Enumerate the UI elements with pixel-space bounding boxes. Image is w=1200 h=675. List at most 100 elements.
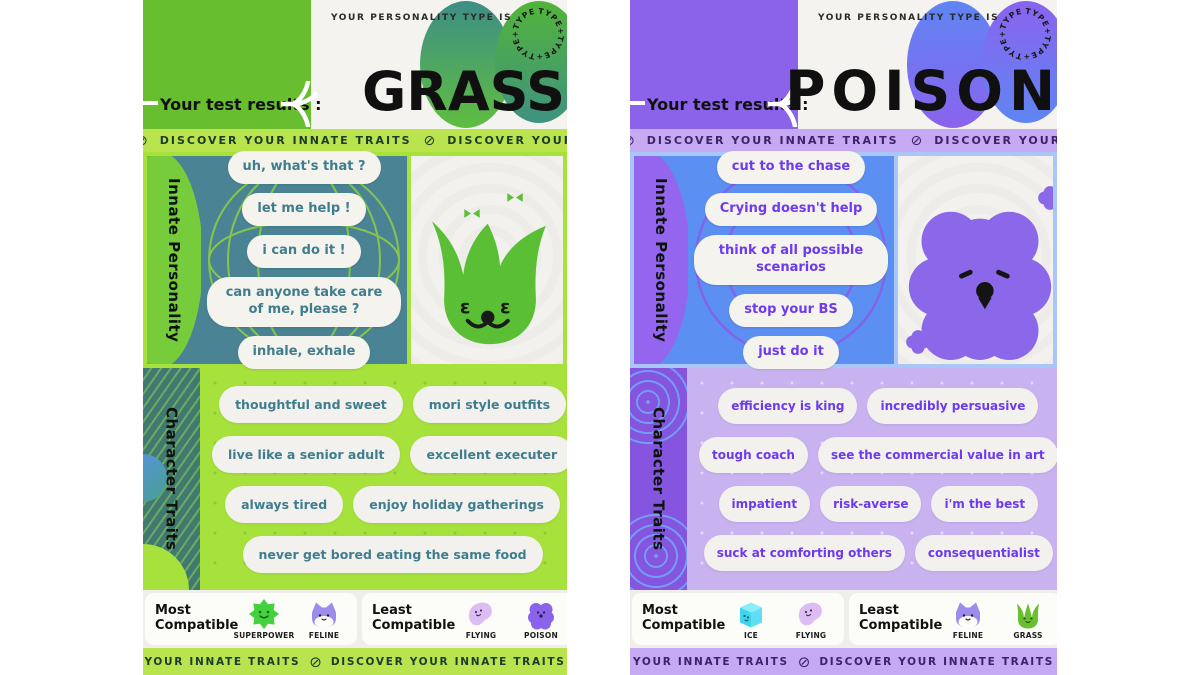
banner-text: YOUR INNATE TRAITS (632, 655, 789, 668)
rings-decoration (630, 508, 687, 590)
type-name: GRASS (361, 60, 565, 123)
trait-pill: enjoy holiday gatherings (353, 485, 560, 523)
svg-text:TYPE+TYPE+TYPE+TYPE+TYPE+: TYPE+TYPE+TYPE+TYPE+TYPE+ (509, 5, 566, 61)
type-caption: YOUR PERSONALITY TYPE IS (331, 13, 513, 23)
innate-pill: i can do it ! (247, 235, 361, 268)
trait-pill: efficiency is king (718, 387, 858, 424)
innate-pill: uh, what's that ? (227, 151, 381, 185)
trait-pill: i'm the best (931, 485, 1039, 522)
trait-pill: risk-averse (820, 485, 922, 522)
results-block: Your test results : (630, 0, 808, 129)
compat-character: FELINE (297, 599, 351, 640)
innate-personality-label: Innate Personality (165, 177, 183, 343)
innate-pill: inhale, exhale (237, 335, 371, 369)
grass-result-card: Your test results : YOUR PERSONALITY TYP… (143, 0, 567, 675)
trait-pill: excellent executer (410, 435, 567, 473)
banner-text: DISCOVER YOUR INNATE TRAITS (819, 655, 1055, 668)
innate-pill: cut to the chase (716, 151, 866, 185)
results-label: Your test results : (160, 95, 322, 114)
most-compatible-box: Most Compatible ICE (632, 593, 844, 645)
mascot-panel (894, 156, 1053, 364)
character-traits-label: Character Traits (649, 407, 668, 551)
decor-line (630, 101, 645, 105)
results-block: Your test results : (143, 0, 321, 129)
oval-ring-decoration: TYPE+TYPE+TYPE+TYPE+TYPE+ (495, 1, 567, 123)
banner-text: DISCOVER YOUR INNATE TRAITS (447, 134, 567, 147)
innate-pill: Crying doesn't help (704, 193, 878, 227)
trait-pill: never get bored eating the same food (242, 535, 543, 573)
svg-text:TYPE+TYPE+TYPE+TYPE+TYPE+: TYPE+TYPE+TYPE+TYPE+TYPE+ (996, 5, 1053, 61)
compat-character: GRASS (1001, 599, 1055, 640)
bottom-banner: YOUR INNATE TRAITS ⊘ DISCOVER YOUR INNAT… (143, 648, 567, 675)
trait-pill: mori style outfits (412, 385, 567, 423)
innate-pill: think of all possible scenarios (694, 235, 888, 285)
banner-text: DISCOVER YOUR INNATE TRAITS (934, 134, 1057, 147)
compat-character: FLYING (454, 599, 508, 640)
decor-line (143, 101, 158, 105)
innate-pill: can anyone take care of me, please ? (207, 277, 401, 327)
innate-personality-label: Innate Personality (652, 177, 670, 343)
most-compatible-box: Most Compatible SUPERPOWER FELINE (145, 593, 357, 645)
character-traits-section: Character Traits thoughtful and sweet mo… (143, 368, 567, 590)
trait-pill: live like a senior adult (212, 435, 401, 473)
poison-icon (528, 602, 554, 629)
svg-text:ε: ε (500, 296, 511, 318)
type-name: POISON (785, 59, 1057, 123)
trait-pill: impatient (718, 485, 811, 522)
slash-circle-icon: ⊘ (309, 652, 322, 671)
innate-label-strip: Innate Personality (634, 156, 688, 364)
character-name: FLYING (465, 630, 497, 640)
trait-pill: always tired (225, 485, 344, 523)
innate-pill: stop your BS (729, 293, 853, 327)
character-name: FELINE (308, 630, 340, 640)
most-compatible-label: Most Compatible (642, 603, 726, 633)
innate-personality-section: Innate Personality cut to the chase Cryi… (630, 151, 1057, 369)
type-caption: YOUR PERSONALITY TYPE IS (818, 13, 1000, 23)
trait-pill: thoughtful and sweet (219, 385, 403, 423)
top-banner: ⊘ DISCOVER YOUR INNATE TRAITS ⊘ DISCOVER… (143, 129, 567, 152)
trait-pill: suck at comforting others (703, 534, 905, 571)
compat-character: FLYING (784, 599, 838, 640)
bow-icon (507, 193, 523, 202)
character-name: SUPERPOWER (233, 631, 295, 640)
innate-personality-section: Innate Personality uh, what's that ? let… (143, 151, 567, 369)
traits-label-strip: Character Traits (630, 368, 687, 590)
banner-text: DISCOVER YOUR INNATE TRAITS (159, 134, 412, 147)
slash-circle-icon: ⊘ (910, 132, 923, 149)
header: Your test results : YOUR PERSONALITY TYP… (143, 0, 567, 129)
most-compatible-label: Most Compatible (155, 603, 239, 633)
traits-pills-area: thoughtful and sweet mori style outfits … (200, 368, 567, 590)
ice-icon (740, 602, 762, 627)
slash-circle-icon: ⊘ (423, 132, 436, 149)
banner-text: DISCOVER YOUR INNATE TRAITS (646, 134, 899, 147)
compatibility-section: Most Compatible ICE (630, 590, 1057, 648)
results-label: Your test results : (647, 95, 809, 114)
label-bubble (634, 156, 688, 364)
flying-icon (798, 602, 822, 625)
compat-character: ICE (724, 599, 778, 640)
least-compatible-box: Least Compatible FELINE GRASS (849, 593, 1057, 645)
innate-pills-panel: uh, what's that ? let me help ! i can do… (201, 151, 407, 369)
character-name: FLYING (795, 630, 827, 640)
poison-mascot (908, 211, 1052, 360)
least-compatible-label: Least Compatible (859, 603, 943, 633)
innate-pill: just do it (743, 335, 839, 369)
character-name: GRASS (1013, 630, 1043, 640)
poison-result-card: Your test results : YOUR PERSONALITY TYP… (630, 0, 1057, 675)
type-ring-text: TYPE+TYPE+TYPE+TYPE+TYPE+ (509, 5, 566, 61)
trait-pill: see the commercial value in art (817, 436, 1057, 473)
character-traits-section: Character Traits efficiency is king incr… (630, 368, 1057, 590)
slash-circle-icon: ⊘ (630, 133, 635, 149)
slash-circle-icon: ⊘ (797, 652, 811, 671)
rings-decoration (630, 368, 687, 450)
label-bubble (147, 156, 201, 364)
traits-pills-area: efficiency is king incredibly persuasive… (687, 368, 1057, 590)
branch-icon (281, 81, 317, 127)
top-banner: ⊘ DISCOVER YOUR INNATE TRAITS ⊘ DISCOVER… (630, 129, 1057, 152)
least-compatible-label: Least Compatible (372, 603, 456, 633)
flying-icon (468, 602, 492, 625)
branch-icon (768, 81, 804, 127)
feline-icon (956, 602, 980, 628)
bottom-banner: YOUR INNATE TRAITS ⊘ DISCOVER YOUR INNAT… (630, 648, 1057, 675)
banner-text: YOUR INNATE TRAITS (144, 655, 301, 668)
